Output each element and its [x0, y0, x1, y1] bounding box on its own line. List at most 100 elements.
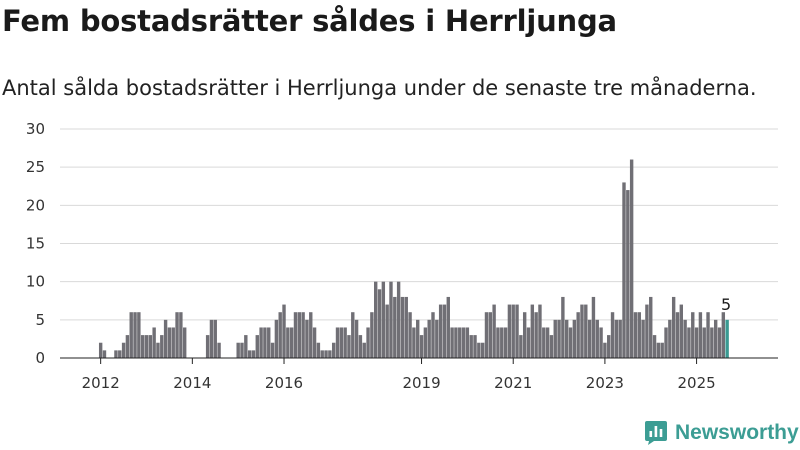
bar [278, 312, 282, 358]
bar [98, 342, 103, 358]
bar [675, 312, 680, 358]
bar [412, 327, 416, 358]
bar [251, 350, 256, 358]
y-axis-ticks: 0 5 10 15 20 25 30 [26, 120, 45, 367]
bar [118, 350, 122, 358]
bar [664, 327, 668, 358]
bar [557, 319, 561, 358]
bar [305, 319, 309, 358]
bar [339, 327, 344, 358]
bar [175, 312, 179, 358]
bar [629, 159, 634, 358]
x-tick-label: 2014 [173, 374, 211, 392]
bar [129, 312, 133, 358]
bar [137, 312, 141, 358]
bar [568, 327, 573, 358]
bar [404, 296, 408, 358]
bar [645, 304, 649, 358]
bar [400, 296, 405, 358]
bar [713, 319, 718, 358]
bar [538, 304, 542, 358]
bar [522, 312, 527, 358]
bar [289, 327, 294, 358]
bar [377, 289, 382, 358]
bar [450, 327, 454, 358]
x-tick-label: 2016 [265, 374, 303, 392]
y-tick-label: 25 [26, 158, 45, 176]
bar [721, 312, 726, 358]
bar [561, 296, 565, 358]
bar [519, 335, 523, 358]
bar [614, 319, 619, 358]
bar [610, 312, 615, 358]
bar [114, 350, 118, 358]
bar [209, 319, 214, 358]
bar [301, 312, 305, 358]
y-tick-label: 30 [26, 120, 45, 138]
bar [530, 304, 535, 358]
bar [236, 342, 240, 358]
bar [205, 335, 210, 358]
bar [320, 350, 324, 358]
bar [244, 335, 248, 358]
bar [717, 327, 722, 358]
bar [324, 350, 328, 358]
highlighted-bar [725, 319, 729, 358]
y-tick-label: 5 [35, 311, 45, 329]
bar [507, 304, 512, 358]
bar [565, 319, 569, 358]
bar [446, 296, 450, 358]
bar [328, 350, 332, 358]
bar [473, 335, 477, 358]
bar [358, 335, 363, 358]
x-axis-ticks: 2012 2014 2016 2019 2021 2023 2025 [82, 358, 716, 392]
bar [656, 342, 661, 358]
x-tick-label: 2012 [82, 374, 120, 392]
newsworthy-logo-icon [645, 421, 667, 445]
bar [362, 342, 366, 358]
x-tick-label: 2023 [586, 374, 624, 392]
y-tick-label: 20 [26, 196, 45, 214]
bar [461, 327, 466, 358]
bar [534, 312, 538, 358]
bar [267, 327, 271, 358]
bar [374, 281, 378, 358]
bar [526, 327, 531, 358]
bar [698, 312, 703, 358]
bar [312, 327, 317, 358]
highlight-value-label: 5 [721, 295, 731, 314]
bar [381, 281, 386, 358]
gridlines [60, 128, 778, 321]
bar [286, 327, 290, 358]
bar [274, 319, 279, 358]
bar [591, 296, 596, 358]
x-tick-label: 2019 [402, 374, 440, 392]
bar [423, 327, 428, 358]
bar [710, 327, 714, 358]
bar [240, 342, 244, 358]
bar [465, 327, 470, 358]
bar [694, 327, 699, 358]
highlight-callout: 5 [721, 295, 731, 314]
bar [366, 327, 370, 358]
bar [454, 327, 458, 358]
bar [370, 312, 374, 358]
bar [167, 327, 172, 358]
bar [263, 327, 267, 358]
bar [595, 319, 599, 358]
brand-name: Newsworthy [675, 421, 799, 444]
newsworthy-brand[interactable]: Newsworthy [644, 418, 799, 448]
bar [492, 304, 496, 358]
bars [98, 159, 729, 358]
bar [500, 327, 504, 358]
y-tick-label: 10 [26, 273, 45, 291]
bar [121, 342, 126, 358]
bar [687, 327, 691, 358]
bar [247, 350, 252, 358]
bar [626, 190, 630, 358]
bar [163, 319, 168, 358]
bar [633, 312, 638, 358]
bar [587, 319, 592, 358]
bar [442, 304, 447, 358]
